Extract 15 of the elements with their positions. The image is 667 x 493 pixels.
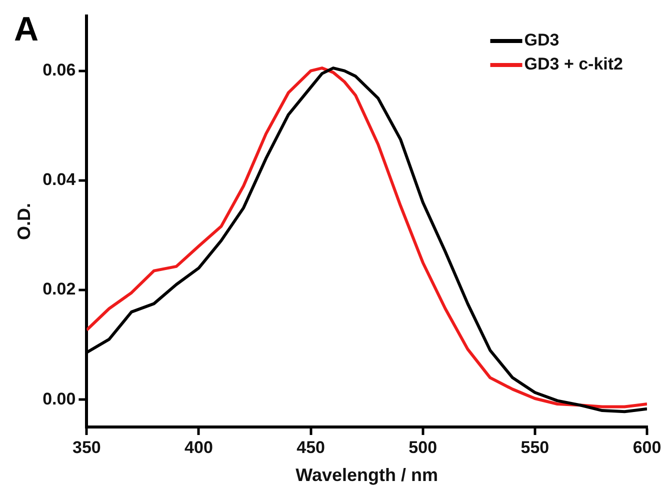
y-tick-label: 0.04: [42, 170, 76, 190]
x-tick-label: 450: [296, 438, 325, 457]
x-tick-label: 550: [520, 438, 550, 457]
x-tick-label: 350: [72, 438, 101, 457]
y-tick-label: 0.02: [42, 280, 76, 299]
legend-label: GD3 + c-kit2: [524, 54, 624, 74]
y-axis-title: O.D.: [14, 202, 34, 240]
x-axis-title: Wavelength / nm: [296, 465, 438, 486]
legend-label: GD3: [524, 30, 560, 50]
y-tick-label: 0.06: [42, 60, 76, 80]
x-tick-label: 400: [184, 438, 213, 457]
chart-title: A: [14, 10, 39, 48]
x-tick-label: 500: [408, 438, 438, 457]
y-tick-label: 0.00: [42, 389, 76, 408]
x-tick-label: 600: [632, 438, 662, 457]
